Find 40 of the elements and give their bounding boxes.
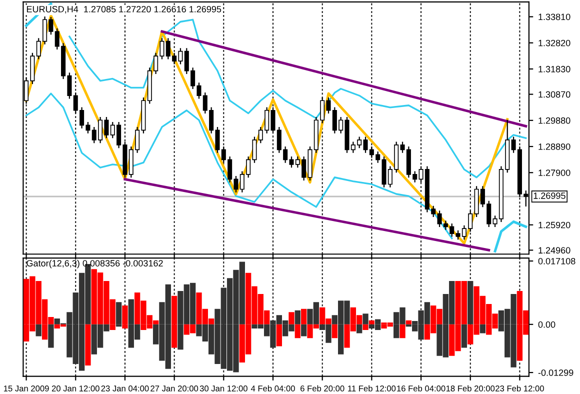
y-tick-label: -0.01299 [538,369,574,376]
bar [122,306,128,324]
x-tick-label: 11 Feb 12:00 [348,385,396,392]
y-tick-label: 1.24960 [538,247,570,254]
bar [36,324,42,336]
x-tick-label: 6 Feb 20:00 [300,385,344,392]
x-tick-label: 23 Feb 12:00 [496,385,544,392]
y-tick-label: 1.32820 [538,40,570,46]
bar [356,324,362,334]
line-series [68,18,527,178]
x-tick-label: 20 Jan 12:00 [52,386,100,392]
x-tick-label: 30 Jan 12:00 [200,386,248,392]
line-series [25,92,453,240]
x-tick-label: 27 Jan 20:00 [150,386,198,392]
bar [368,320,375,324]
x-tick-label: 23 Jan 04:00 [101,386,149,392]
y-tick-label: 0.017108 [538,258,576,264]
y-tick-label: 1.29880 [538,117,570,124]
bar [406,320,412,324]
x-tick-label: 4 Feb 04:00 [250,385,295,392]
line-series [494,220,528,252]
x-tick-label: 15 Jan 2009 [4,386,49,392]
bar [288,312,294,324]
ref-line-label: 1.26995 [534,192,566,199]
y-tick-label: 1.31830 [538,66,570,72]
x-tick-label: 16 Feb 04:00 [397,385,446,392]
y-tick-label: 1.30870 [538,91,570,98]
chart-title: Gator(12,6,3) 0.008356 -0.003162 [26,260,163,268]
bar [301,308,307,324]
y-tick-label: 1.25920 [538,222,570,228]
y-tick-label: 1.33810 [538,14,570,20]
bar [461,324,468,348]
bar [301,324,307,336]
y-tick-label: 1.27900 [538,170,570,176]
y-tick-label: 0.00 [538,321,556,328]
y-tick-label: 1.28890 [538,143,570,150]
x-tick-label: 18 Feb 20:00 [446,385,495,392]
bar [480,324,486,334]
chart-title: EURUSD,H4 1.27085 1.27220 1.26616 1.26995 [26,6,222,14]
bar [48,324,54,348]
